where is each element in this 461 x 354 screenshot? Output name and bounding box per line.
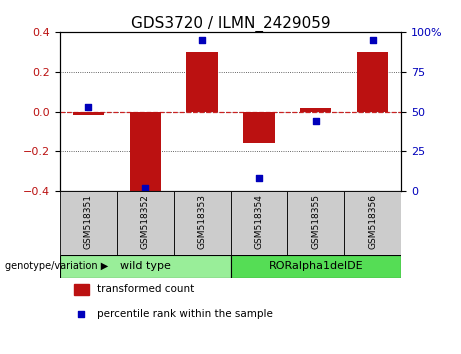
Point	[198, 37, 206, 42]
Text: GSM518353: GSM518353	[198, 194, 207, 249]
Bar	[300, 108, 331, 112]
Bar	[357, 52, 388, 112]
Bar	[73, 112, 104, 115]
Bar	[74, 284, 89, 295]
Bar	[243, 112, 275, 143]
Text: GSM518356: GSM518356	[368, 194, 377, 249]
Text: GSM518355: GSM518355	[311, 194, 320, 249]
Bar	[117, 191, 174, 255]
Bar	[186, 52, 218, 112]
Bar	[230, 191, 287, 255]
Text: wild type: wild type	[120, 261, 171, 272]
Text: transformed count: transformed count	[97, 284, 195, 295]
Point	[77, 311, 85, 316]
Text: percentile rank within the sample: percentile rank within the sample	[97, 309, 273, 319]
Bar	[60, 191, 117, 255]
Text: GSM518352: GSM518352	[141, 194, 150, 249]
Title: GDS3720 / ILMN_2429059: GDS3720 / ILMN_2429059	[130, 16, 331, 32]
Bar	[174, 191, 230, 255]
Point	[369, 37, 376, 42]
Bar	[344, 191, 401, 255]
Point	[312, 118, 319, 124]
Point	[255, 176, 263, 181]
Bar	[130, 112, 161, 195]
Bar	[230, 255, 401, 278]
Bar	[60, 255, 230, 278]
Text: GSM518354: GSM518354	[254, 194, 263, 249]
Text: GSM518351: GSM518351	[84, 194, 93, 249]
Point	[85, 104, 92, 110]
Bar	[287, 191, 344, 255]
Text: genotype/variation ▶: genotype/variation ▶	[5, 261, 108, 272]
Text: RORalpha1delDE: RORalpha1delDE	[268, 261, 363, 272]
Point	[142, 185, 149, 191]
